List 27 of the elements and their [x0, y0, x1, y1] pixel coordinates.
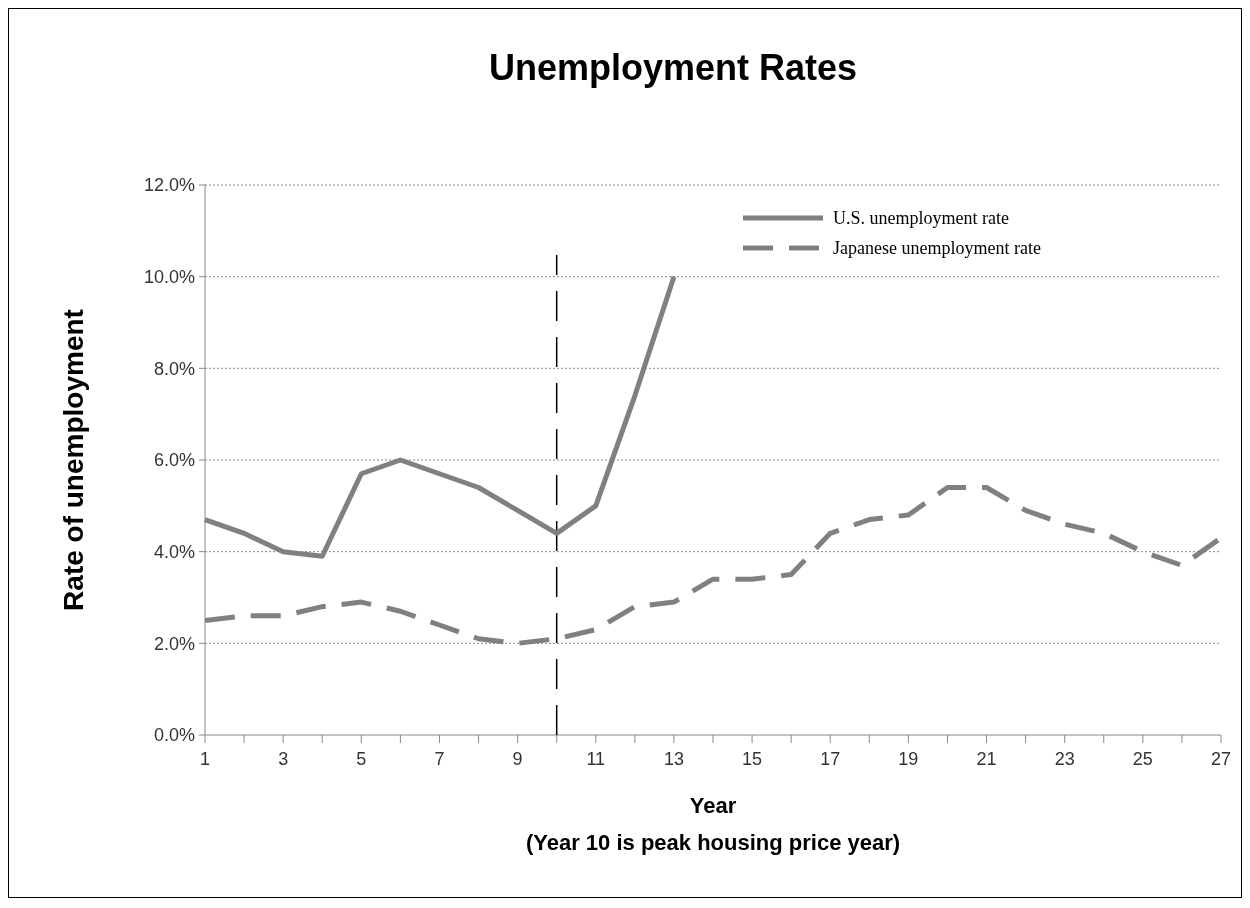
x-tick-label: 13 — [663, 749, 684, 769]
x-tick-label: 1 — [199, 749, 211, 769]
y-tick-label: 10.0% — [143, 266, 195, 287]
chart-title: Unemployment Rates — [488, 47, 858, 88]
y-tick-label: 0.0% — [153, 725, 195, 746]
x-tick-label: 21 — [976, 749, 997, 769]
y-tick-label: 4.0% — [153, 541, 195, 562]
y-tick-label: 6.0% — [153, 450, 195, 471]
x-tick-label: 25 — [1132, 749, 1153, 769]
y-tick-label: 8.0% — [153, 358, 195, 379]
x-tick-label: 3 — [278, 749, 289, 769]
x-tick-label: 17 — [820, 749, 841, 769]
text: (Year 10 is peak housing price year) — [525, 830, 901, 855]
y-axis-title: Rate of unemployment — [58, 309, 89, 611]
x-tick-label: 9 — [512, 749, 523, 769]
x-tick-label: 27 — [1210, 749, 1232, 769]
legend-label: Japanese unemployment rate — [833, 238, 1041, 259]
y-tick-label: 12.0% — [143, 175, 195, 196]
legend-label: U.S. unemployment rate — [833, 208, 1009, 229]
x-tick-label: 15 — [742, 749, 763, 769]
x-axis-title: Year — [689, 793, 737, 818]
x-tick-label: 7 — [434, 749, 445, 769]
x-tick-label: 11 — [586, 749, 606, 769]
x-tick-label: 19 — [898, 749, 919, 769]
y-tick-label: 2.0% — [153, 633, 195, 654]
x-tick-label: 23 — [1054, 749, 1075, 769]
x-tick-label: 5 — [356, 749, 367, 769]
